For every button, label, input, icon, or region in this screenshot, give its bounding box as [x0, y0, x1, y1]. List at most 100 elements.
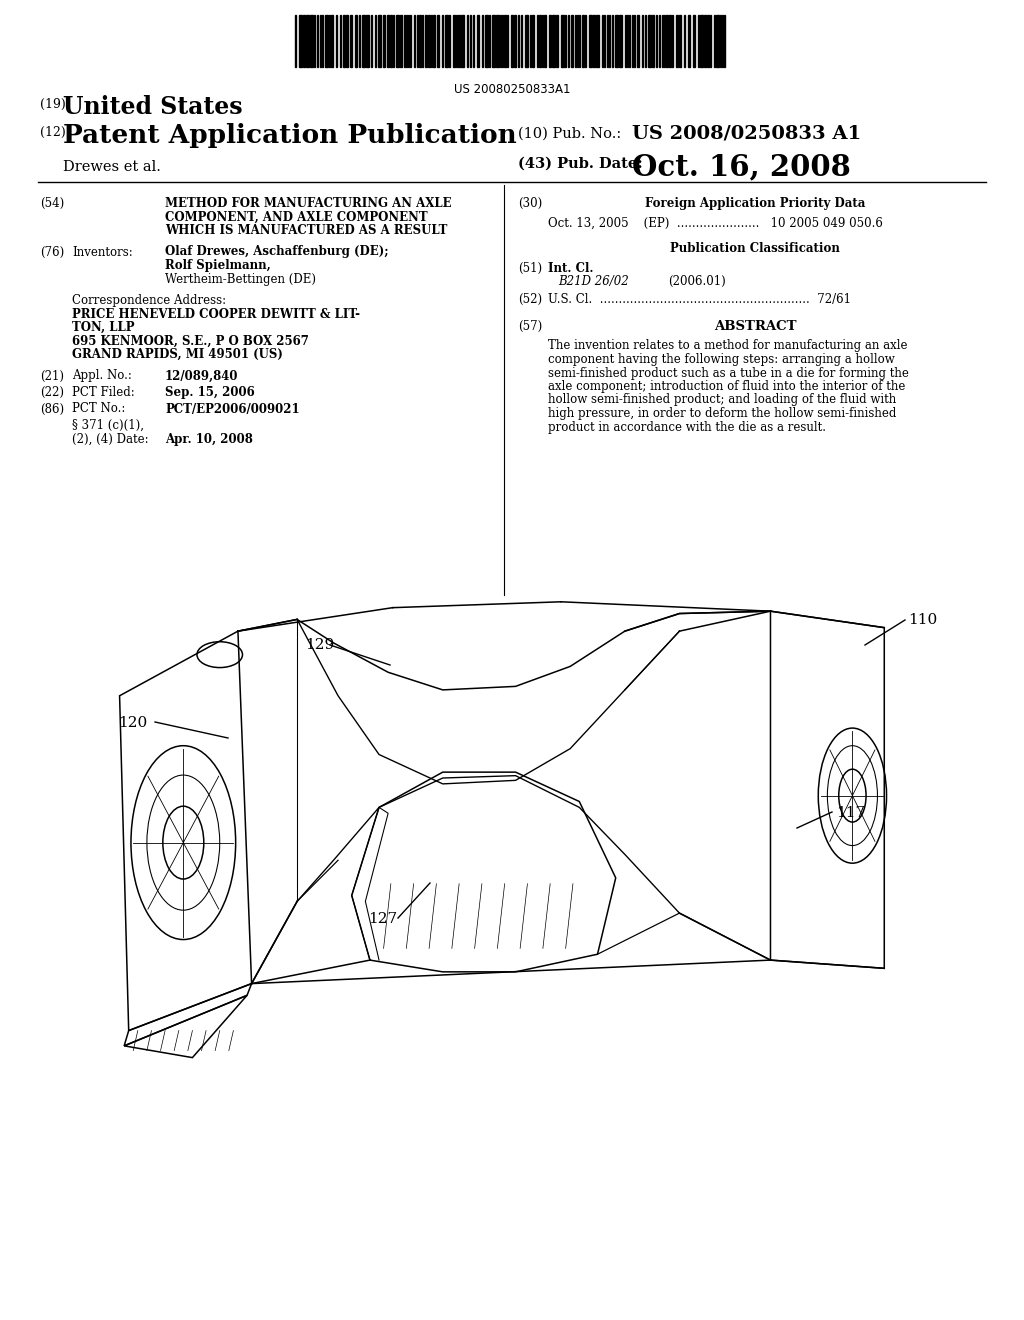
Text: PCT Filed:: PCT Filed:: [72, 385, 135, 399]
Text: ABSTRACT: ABSTRACT: [714, 319, 797, 333]
Text: (19): (19): [40, 98, 66, 111]
Bar: [299, 15, 302, 67]
Bar: [437, 15, 439, 67]
Text: Inventors:: Inventors:: [72, 246, 133, 259]
Text: (2), (4) Date:: (2), (4) Date:: [72, 433, 148, 446]
Bar: [707, 15, 709, 67]
Text: United States: United States: [63, 95, 243, 119]
Text: Wertheim-Bettingen (DE): Wertheim-Bettingen (DE): [165, 272, 316, 285]
Bar: [325, 15, 328, 67]
Bar: [433, 15, 435, 67]
Text: (2006.01): (2006.01): [668, 275, 726, 288]
Text: (51): (51): [518, 261, 542, 275]
Text: 695 KENMOOR, S.E., P O BOX 2567: 695 KENMOOR, S.E., P O BOX 2567: [72, 334, 309, 347]
Bar: [445, 15, 449, 67]
Text: (30): (30): [518, 197, 543, 210]
Bar: [461, 15, 464, 67]
Bar: [514, 15, 516, 67]
Text: component having the following steps: arranging a hollow: component having the following steps: ar…: [548, 352, 895, 366]
Bar: [477, 15, 479, 67]
Text: product in accordance with the die as a result.: product in accordance with the die as a …: [548, 421, 826, 433]
Bar: [532, 15, 534, 67]
Text: hollow semi-finished product; and loading of the fluid with: hollow semi-finished product; and loadin…: [548, 393, 896, 407]
Bar: [589, 15, 592, 67]
Text: (57): (57): [518, 319, 543, 333]
Bar: [618, 15, 622, 67]
Text: semi-finished product such as a tube in a die for forming the: semi-finished product such as a tube in …: [548, 367, 909, 380]
Text: (22): (22): [40, 385, 63, 399]
Text: Foreign Application Priority Data: Foreign Application Priority Data: [645, 197, 865, 210]
Text: (21): (21): [40, 370, 63, 383]
Text: Oct. 13, 2005    (EP)  ......................   10 2005 049 050.6: Oct. 13, 2005 (EP) .....................…: [548, 216, 883, 230]
Text: B21D 26/02: B21D 26/02: [558, 275, 629, 288]
Text: Int. Cl.: Int. Cl.: [548, 261, 594, 275]
Bar: [561, 15, 564, 67]
Bar: [355, 15, 357, 67]
Bar: [676, 15, 678, 67]
Bar: [593, 15, 595, 67]
Text: TON, LLP: TON, LLP: [72, 321, 134, 334]
Bar: [343, 15, 345, 67]
Bar: [366, 15, 369, 67]
Bar: [705, 15, 706, 67]
Bar: [552, 15, 555, 67]
Bar: [504, 15, 506, 67]
Bar: [428, 15, 430, 67]
Text: METHOD FOR MANUFACTURING AN AXLE: METHOD FOR MANUFACTURING AN AXLE: [165, 197, 452, 210]
Text: (86): (86): [40, 403, 65, 416]
Text: § 371 (c)(1),: § 371 (c)(1),: [72, 418, 144, 432]
Bar: [306, 15, 309, 67]
Bar: [350, 15, 352, 67]
Text: COMPONENT, AND AXLE COMPONENT: COMPONENT, AND AXLE COMPONENT: [165, 210, 428, 223]
Bar: [453, 15, 455, 67]
Text: Drewes et al.: Drewes et al.: [63, 160, 161, 174]
Text: (10) Pub. No.:: (10) Pub. No.:: [518, 127, 622, 141]
Text: (76): (76): [40, 246, 65, 259]
Text: Olaf Drewes, Aschaffenburg (DE);: Olaf Drewes, Aschaffenburg (DE);: [165, 246, 389, 259]
Text: WHICH IS MANUFACTURED AS A RESULT: WHICH IS MANUFACTURED AS A RESULT: [165, 224, 447, 238]
Text: 110: 110: [908, 612, 937, 627]
Bar: [549, 15, 551, 67]
Bar: [693, 15, 695, 67]
Bar: [331, 15, 333, 67]
Text: Appl. No.:: Appl. No.:: [72, 370, 132, 383]
Bar: [496, 15, 499, 67]
Text: PRICE HENEVELD COOPER DEWITT & LIT-: PRICE HENEVELD COOPER DEWITT & LIT-: [72, 308, 360, 321]
Bar: [396, 15, 399, 67]
Bar: [615, 15, 618, 67]
Text: 12/089,840: 12/089,840: [165, 370, 239, 383]
Bar: [485, 15, 488, 67]
Text: U.S. Cl.  ........................................................  72/61: U.S. Cl. ...............................…: [548, 293, 851, 305]
Bar: [378, 15, 381, 67]
Text: PCT/EP2006/009021: PCT/EP2006/009021: [165, 403, 300, 416]
Bar: [596, 15, 599, 67]
Text: US 20080250833A1: US 20080250833A1: [454, 83, 570, 96]
Bar: [652, 15, 654, 67]
Text: 127: 127: [368, 912, 397, 927]
Bar: [400, 15, 402, 67]
Text: 129: 129: [305, 638, 334, 652]
Bar: [303, 15, 305, 67]
Bar: [362, 15, 365, 67]
Bar: [539, 15, 541, 67]
Bar: [666, 15, 668, 67]
Bar: [425, 15, 427, 67]
Text: US 2008/0250833 A1: US 2008/0250833 A1: [632, 125, 861, 143]
Bar: [390, 15, 392, 67]
Bar: [310, 15, 313, 67]
Bar: [492, 15, 495, 67]
Bar: [679, 15, 681, 67]
Bar: [716, 15, 719, 67]
Text: GRAND RAPIDS, MI 49501 (US): GRAND RAPIDS, MI 49501 (US): [72, 348, 283, 360]
Bar: [637, 15, 639, 67]
Text: PCT No.:: PCT No.:: [72, 403, 125, 416]
Text: Publication Classification: Publication Classification: [670, 242, 840, 255]
Bar: [700, 15, 703, 67]
Text: Apr. 10, 2008: Apr. 10, 2008: [165, 433, 253, 446]
Text: 117: 117: [836, 807, 865, 820]
Text: Correspondence Address:: Correspondence Address:: [72, 294, 226, 308]
Text: (54): (54): [40, 197, 65, 210]
Text: (12): (12): [40, 125, 66, 139]
Bar: [582, 15, 584, 67]
Text: (52): (52): [518, 293, 542, 305]
